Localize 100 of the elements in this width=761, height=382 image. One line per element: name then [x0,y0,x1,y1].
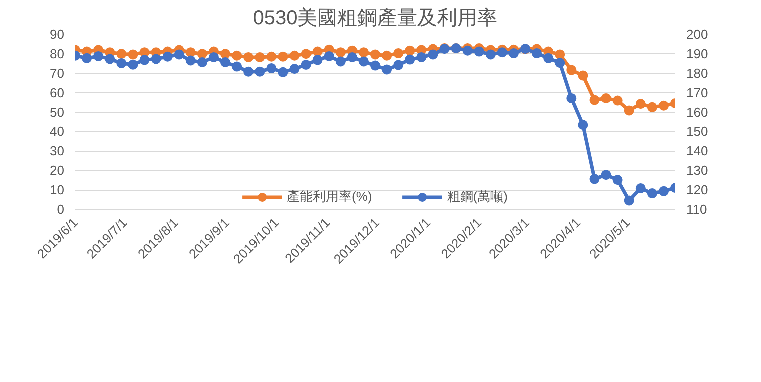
point [658,186,669,196]
point [555,58,566,68]
point [82,53,92,64]
point [336,48,346,58]
point [197,49,208,60]
point [116,49,127,60]
point [94,51,104,62]
point [174,50,184,60]
point [266,52,277,62]
y-tick-label: 70 [50,66,65,81]
point [290,64,300,74]
point [405,54,416,65]
point [508,48,519,59]
point [347,52,358,62]
point [636,99,646,110]
point [394,60,404,70]
point [416,52,427,62]
point [497,48,508,58]
point [624,196,634,206]
point [244,66,254,77]
legend-label: 產能利用率(%) [287,188,372,206]
point [232,50,242,61]
y2-tick-label: 140 [686,144,708,159]
point [405,46,416,56]
point [601,93,612,104]
point [636,184,646,194]
point [151,54,162,64]
point [428,50,438,60]
point [382,50,392,61]
point [624,106,634,116]
y2-tick-label: 120 [686,182,708,198]
point [105,54,116,64]
point [278,67,288,78]
point [474,46,484,57]
point [462,46,473,56]
point [382,64,392,75]
point [612,175,623,186]
y2-tick-label: 190 [686,46,708,62]
y-tick-label: 30 [50,144,65,159]
point [266,64,277,74]
point [162,52,173,62]
point [140,55,150,66]
point [301,49,312,60]
point [486,50,496,60]
y2-tick-label: 150 [686,124,708,140]
point [116,58,127,68]
point [566,65,577,76]
point [301,60,312,70]
point [647,188,658,199]
y2-tick-label: 170 [686,85,708,100]
y-tick-label: 40 [50,124,65,140]
point [208,52,219,62]
point [358,56,369,67]
y-tick-label: 90 [50,27,65,42]
y2-tick-label: 160 [686,104,708,120]
point [336,56,346,67]
y-tick-label: 20 [50,163,65,178]
point [244,52,254,62]
point [220,49,230,60]
chart-title: 0530美國粗鋼產量及利用率 [253,6,498,30]
point [647,102,658,112]
point [555,50,566,60]
point [278,52,288,62]
point [658,100,669,111]
point [566,93,577,104]
point [370,50,380,60]
y-tick-label: 80 [50,46,65,62]
point [197,58,208,68]
point [532,48,542,59]
point [186,56,196,66]
point [394,48,404,59]
point [312,46,323,57]
y2-tick-label: 200 [686,27,708,42]
point [612,96,623,106]
y-tick-label: 60 [50,85,65,100]
point [370,60,380,71]
point [128,60,138,70]
point [590,95,600,106]
y-tick-label: 50 [50,104,65,120]
point [290,50,300,61]
point [128,50,138,60]
point [232,62,242,72]
point [312,55,323,66]
point [255,66,266,77]
point [220,58,230,68]
point [578,120,588,130]
point [255,52,266,62]
point [544,53,554,64]
point [358,48,369,58]
point [601,170,612,180]
point [590,174,600,184]
y2-tick-label: 180 [686,66,708,81]
y-tick-label: 10 [50,182,65,198]
y2-tick-label: 130 [686,163,708,178]
y2-tick-label: 110 [686,202,708,217]
legend-label: 粗鋼(萬噸) [447,188,508,206]
point [578,70,588,81]
y-tick-label: 0 [57,202,65,217]
point [186,48,196,58]
point [324,51,334,62]
